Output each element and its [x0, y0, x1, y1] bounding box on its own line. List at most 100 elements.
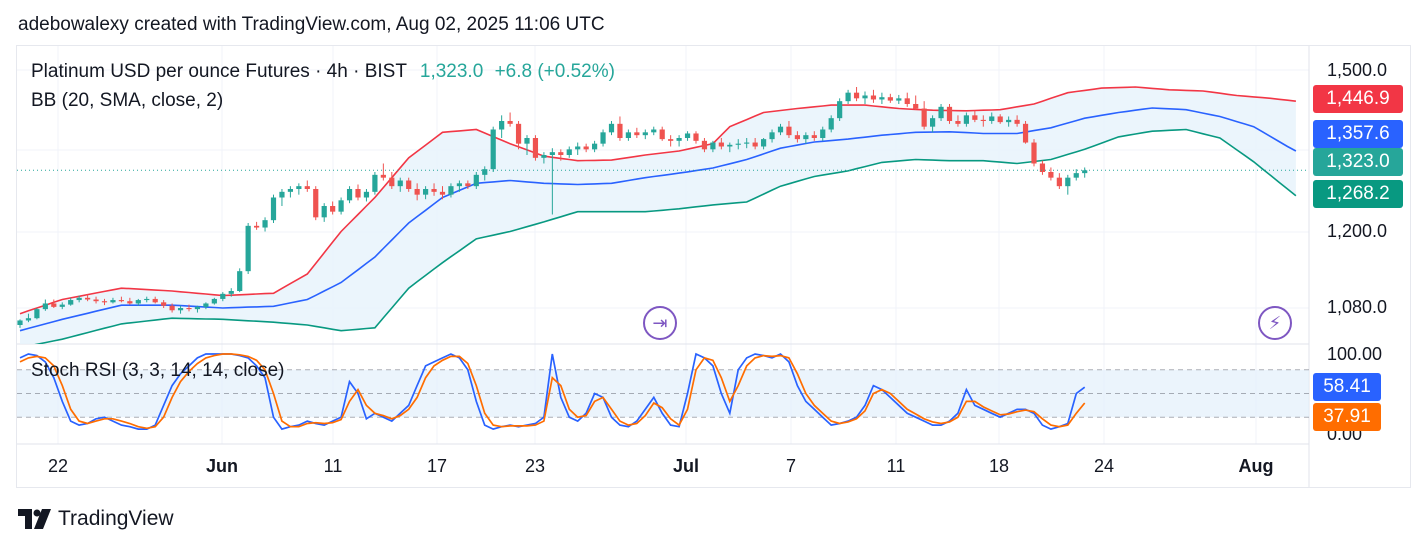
- candle-body: [304, 186, 310, 189]
- candle-body: [532, 138, 539, 158]
- rsi-axis-label-100: 100.00: [1327, 344, 1383, 364]
- candle-body: [896, 98, 902, 101]
- candle-body: [220, 293, 226, 299]
- candle-body: [228, 291, 234, 294]
- candle-body: [625, 132, 631, 138]
- candle-body: [659, 129, 665, 140]
- stoch-rsi-legend[interactable]: Stoch RSI (3, 3, 14, 14, close): [31, 360, 285, 381]
- tradingview-logo-icon: [18, 509, 51, 529]
- candle-body: [473, 174, 479, 187]
- candle-body: [203, 303, 209, 307]
- bb-lower-line: [34, 128, 1297, 344]
- time-label-7: 7: [785, 456, 797, 476]
- candle-body: [963, 115, 969, 124]
- last-price-tag: 1,323.0: [1313, 148, 1403, 176]
- bb-basis-price-tag: 1,357.6: [1313, 120, 1403, 148]
- candle-body: [997, 116, 1003, 123]
- candle-body: [135, 300, 141, 304]
- candle-body: [431, 189, 437, 192]
- candle-body: [634, 132, 640, 136]
- chart-frame[interactable]: [16, 45, 1411, 488]
- time-label-11-jul: 11: [886, 456, 906, 476]
- candle-body: [389, 177, 395, 187]
- candle-body: [101, 301, 108, 303]
- candle-body: [152, 298, 158, 303]
- candle-body: [515, 123, 522, 144]
- candle-body: [17, 320, 23, 325]
- candle-body: [879, 97, 885, 100]
- candle-body: [296, 186, 302, 189]
- candle-body: [786, 126, 792, 136]
- economic-event-icon: [643, 306, 677, 340]
- candle-body: [904, 98, 910, 104]
- candle-body: [693, 133, 699, 141]
- symbol-label[interactable]: Platinum USD per ounce Futures · 4h · BI…: [31, 61, 407, 82]
- candle-body: [524, 138, 530, 144]
- candle-body: [862, 95, 868, 99]
- bb-legend[interactable]: BB (20, SMA, close, 2): [31, 90, 224, 111]
- candle-body: [676, 138, 682, 141]
- candle-body: [769, 132, 775, 140]
- candle-body: [414, 189, 420, 195]
- candle-body: [803, 135, 809, 140]
- candle-body: [710, 142, 716, 150]
- main-legend: Platinum USD per ounce Futures · 4h · BI…: [31, 61, 615, 83]
- candle-body: [482, 169, 488, 175]
- candle-body: [186, 308, 192, 310]
- candle-body: [938, 106, 944, 119]
- candle-body: [955, 121, 961, 124]
- candle-body: [777, 126, 784, 133]
- candle-body: [651, 129, 657, 133]
- candle-body: [118, 300, 124, 302]
- candle-body: [211, 298, 217, 304]
- bb-band-fill: [20, 87, 1296, 344]
- candle-body: [592, 143, 598, 150]
- flash-event-icon-glyph: ⚡: [1269, 313, 1282, 334]
- candle-body: [68, 300, 74, 305]
- candle-body: [600, 132, 606, 144]
- candle-body: [549, 152, 555, 155]
- price-axis-label-1500: 1,500.0: [1327, 60, 1388, 80]
- time-label-11: 11: [323, 456, 343, 476]
- candle-body: [177, 308, 184, 311]
- footer-brand[interactable]: TradingView: [18, 507, 174, 531]
- candle-body: [583, 146, 589, 150]
- candle-body: [321, 206, 327, 218]
- time-label-23: 23: [524, 456, 546, 476]
- candle-body: [558, 152, 564, 155]
- candle-body: [727, 144, 733, 147]
- candle-body: [541, 155, 547, 158]
- candle-body: [279, 191, 285, 198]
- candle-body: [380, 174, 386, 178]
- candle-body: [456, 183, 462, 187]
- candle-body: [355, 189, 361, 198]
- candle-body: [439, 191, 446, 195]
- candle-body: [110, 300, 116, 303]
- candle-body: [330, 206, 336, 212]
- candle-body: [499, 121, 505, 130]
- attribution-text: adebowalexy created with TradingView.com…: [18, 14, 605, 35]
- candle-body: [1056, 177, 1062, 187]
- price-axis-label-1080: 1,080.0: [1327, 297, 1388, 317]
- candle-body: [313, 189, 319, 218]
- candle-body: [761, 139, 767, 147]
- candle-body: [127, 301, 133, 304]
- candle-body: [642, 132, 648, 136]
- candle-body: [51, 303, 57, 307]
- candle-body: [1014, 119, 1020, 124]
- time-label-22: 22: [47, 456, 69, 476]
- candle-body: [372, 174, 378, 192]
- candle-body: [93, 299, 99, 302]
- bb-upper-price-tag: 1,446.9: [1313, 85, 1403, 113]
- candle-body: [194, 306, 201, 310]
- candle-body: [490, 129, 496, 170]
- candle-body: [1022, 123, 1029, 143]
- candle-body: [161, 302, 167, 306]
- economic-event-icon-glyph: ⇥: [652, 313, 667, 334]
- candle-body: [76, 297, 82, 301]
- candle-body: [262, 220, 268, 228]
- candle-body: [406, 180, 412, 189]
- candle-body: [794, 135, 800, 140]
- candle-body: [254, 225, 260, 228]
